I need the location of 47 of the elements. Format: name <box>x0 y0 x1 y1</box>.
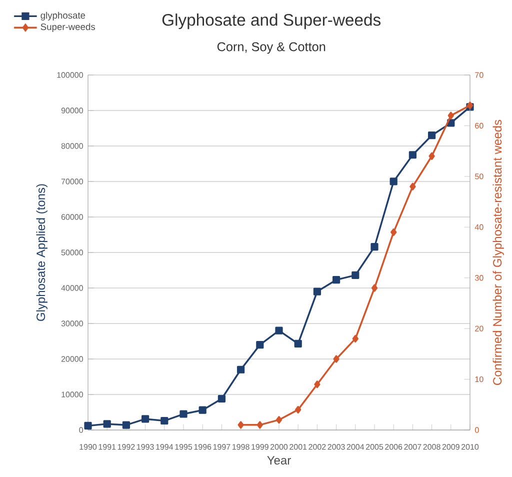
y-tick-label: 90000 <box>61 108 83 114</box>
y2-tick-label: 20 <box>475 326 484 332</box>
y-tick-label: 70000 <box>61 178 83 184</box>
y2-tick-label: 30 <box>475 275 484 281</box>
x-axis-title: Year <box>267 456 291 465</box>
y-tick-label: 30000 <box>61 320 83 326</box>
x-tick-label: 1999 <box>252 444 268 450</box>
x-tick-label: 2005 <box>366 444 384 450</box>
y2-axis-title: Confirmed Number of Glyphosate-resistant weeds <box>492 120 504 385</box>
x-tick-label: 2001 <box>290 444 307 450</box>
x-tick-label: 2000 <box>270 444 288 450</box>
y2-tick-label: 10 <box>475 376 484 382</box>
y-axis-title: Glyphosate Applied (tons) <box>36 184 48 321</box>
y2-tick-label: 0 <box>475 427 479 433</box>
x-tick-label: 2009 <box>442 444 460 450</box>
x-tick-label: 1992 <box>118 444 135 450</box>
x-tick-label: 2002 <box>308 444 326 450</box>
x-tick-label: 1990 <box>80 444 97 450</box>
legend-label: Super-weeds <box>40 23 96 32</box>
x-tick-label: 1996 <box>194 444 212 450</box>
y-tick-label: 10000 <box>62 392 83 398</box>
y2-tick-label: 60 <box>475 122 484 129</box>
x-tick-label: 2004 <box>346 444 364 450</box>
x-tick-label: 1991 <box>98 444 116 450</box>
legend-label: glyphosate <box>40 12 86 21</box>
x-tick-label: 1994 <box>156 444 174 450</box>
chart-title: Glyphosate and Super-weeds <box>162 14 381 30</box>
y-tick-label: 40000 <box>61 285 83 291</box>
y2-tick-label: 50 <box>475 174 484 180</box>
y-tick-label: 50000 <box>61 250 83 256</box>
y-tick-label: 20000 <box>61 356 83 362</box>
x-tick-label: 2006 <box>385 444 402 450</box>
y-tick-label: 100000 <box>57 72 83 78</box>
x-tick-label: 1993 <box>137 444 154 450</box>
chart-subtitle: Corn, Soy & Cotton <box>217 42 326 54</box>
x-tick-label: 2008 <box>423 444 440 450</box>
x-tick-label: 1995 <box>175 444 192 450</box>
x-tick-label: 2003 <box>328 444 345 450</box>
x-tick-label: 2010 <box>461 444 479 450</box>
y2-tick-label: 70 <box>475 72 484 78</box>
y-tick-label: 60000 <box>61 214 83 220</box>
x-tick-label: 1997 <box>213 444 230 450</box>
y2-tick-label: 40 <box>474 224 484 230</box>
x-tick-label: 2007 <box>404 444 422 450</box>
y-tick-label: 80000 <box>61 143 83 149</box>
y-tick-label: 0 <box>79 427 83 433</box>
x-tick-label: 1998 <box>232 444 250 450</box>
